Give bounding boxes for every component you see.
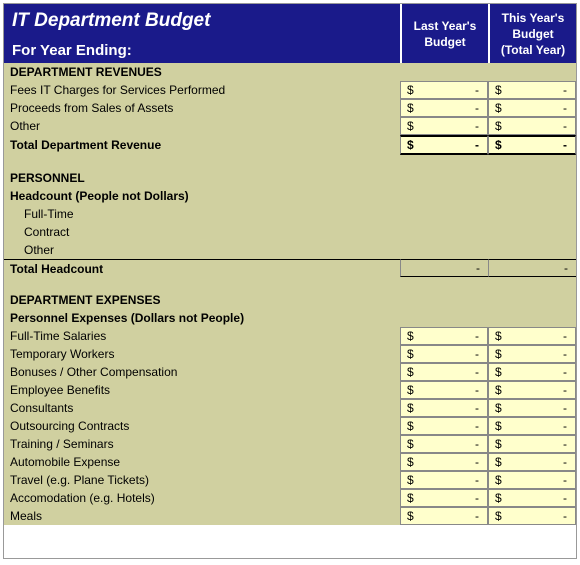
- expense-item-0-label: Full-Time Salaries: [4, 327, 400, 345]
- expense-item-4-row: Consultants$-$-: [4, 399, 576, 417]
- row-expenses-subheading: Personnel Expenses (Dollars not People): [4, 309, 576, 327]
- expense-item-2-c1[interactable]: $-: [400, 363, 488, 381]
- revenue-item-2-label: Other: [4, 117, 400, 135]
- col-head-this-year: This Year's Budget (Total Year): [488, 4, 576, 63]
- expense-item-0-c1[interactable]: $-: [400, 327, 488, 345]
- col2-line2: Budget: [494, 27, 572, 41]
- section-heading-revenues: DEPARTMENT REVENUES: [4, 63, 576, 81]
- expense-item-3-c1[interactable]: $-: [400, 381, 488, 399]
- expense-item-4-c2[interactable]: $-: [488, 399, 576, 417]
- total-headcount-c1[interactable]: -: [400, 259, 488, 277]
- expense-item-8-label: Travel (e.g. Plane Tickets): [4, 471, 400, 489]
- row-total-revenue: Total Department Revenue $- $-: [4, 135, 576, 155]
- col1-line1: Last Year's: [406, 19, 484, 33]
- expense-item-7-c2[interactable]: $-: [488, 453, 576, 471]
- revenue-item-0-c1[interactable]: $-: [400, 81, 488, 99]
- personnel-subheading: Headcount (People not Dollars): [4, 187, 400, 205]
- expense-item-3-label: Employee Benefits: [4, 381, 400, 399]
- expense-item-6-label: Training / Seminars: [4, 435, 400, 453]
- revenue-item-0-label: Fees IT Charges for Services Performed: [4, 81, 400, 99]
- expense-item-10-row: Meals$-$-: [4, 507, 576, 525]
- section-heading-expenses: DEPARTMENT EXPENSES: [4, 291, 576, 309]
- expense-item-1-label: Temporary Workers: [4, 345, 400, 363]
- personnel-item-2-row: Other: [4, 241, 576, 259]
- revenue-item-2-row: Other$-$-: [4, 117, 576, 135]
- revenue-item-1-label: Proceeds from Sales of Assets: [4, 99, 400, 117]
- header-columns: Last Year's Budget This Year's Budget (T…: [400, 4, 576, 63]
- header-left: IT Department Budget For Year Ending:: [4, 4, 400, 63]
- total-headcount-c2[interactable]: -: [488, 259, 576, 277]
- expense-item-1-c2[interactable]: $-: [488, 345, 576, 363]
- expense-item-0-c2[interactable]: $-: [488, 327, 576, 345]
- revenue-item-1-c2[interactable]: $-: [488, 99, 576, 117]
- expense-item-5-c2[interactable]: $-: [488, 417, 576, 435]
- expense-item-1-row: Temporary Workers$-$-: [4, 345, 576, 363]
- personnel-item-1-row: Contract: [4, 223, 576, 241]
- revenue-item-1-row: Proceeds from Sales of Assets$-$-: [4, 99, 576, 117]
- body-area: DEPARTMENT REVENUES Fees IT Charges for …: [4, 63, 576, 525]
- personnel-item-0-row: Full-Time: [4, 205, 576, 223]
- expense-item-2-row: Bonuses / Other Compensation$-$-: [4, 363, 576, 381]
- header-row: IT Department Budget For Year Ending: La…: [4, 4, 576, 63]
- col2-line1: This Year's: [494, 11, 572, 25]
- col2-line3: (Total Year): [494, 43, 572, 57]
- total-headcount-label: Total Headcount: [4, 259, 400, 277]
- expenses-subheading: Personnel Expenses (Dollars not People): [4, 309, 400, 327]
- expense-item-6-c1[interactable]: $-: [400, 435, 488, 453]
- expense-item-10-label: Meals: [4, 507, 400, 525]
- row-total-headcount: Total Headcount - -: [4, 259, 576, 277]
- budget-sheet: IT Department Budget For Year Ending: La…: [3, 3, 577, 559]
- expense-item-3-c2[interactable]: $-: [488, 381, 576, 399]
- col-head-last-year: Last Year's Budget: [400, 4, 488, 63]
- expense-item-4-c1[interactable]: $-: [400, 399, 488, 417]
- expense-item-7-c1[interactable]: $-: [400, 453, 488, 471]
- revenue-item-1-c1[interactable]: $-: [400, 99, 488, 117]
- expense-item-0-row: Full-Time Salaries$-$-: [4, 327, 576, 345]
- total-revenue-c2[interactable]: $-: [488, 135, 576, 155]
- revenue-item-2-c1[interactable]: $-: [400, 117, 488, 135]
- expense-item-8-row: Travel (e.g. Plane Tickets)$-$-: [4, 471, 576, 489]
- expense-item-6-row: Training / Seminars$-$-: [4, 435, 576, 453]
- expense-item-1-c1[interactable]: $-: [400, 345, 488, 363]
- expense-item-9-c1[interactable]: $-: [400, 489, 488, 507]
- expense-item-7-row: Automobile Expense$-$-: [4, 453, 576, 471]
- expense-item-9-row: Accomodation (e.g. Hotels)$-$-: [4, 489, 576, 507]
- revenues-heading: DEPARTMENT REVENUES: [4, 63, 400, 81]
- expense-item-2-label: Bonuses / Other Compensation: [4, 363, 400, 381]
- expense-item-6-c2[interactable]: $-: [488, 435, 576, 453]
- personnel-item-0-label: Full-Time: [4, 205, 400, 223]
- expense-item-3-row: Employee Benefits$-$-: [4, 381, 576, 399]
- expense-item-9-c2[interactable]: $-: [488, 489, 576, 507]
- revenue-item-0-c2[interactable]: $-: [488, 81, 576, 99]
- personnel-heading: PERSONNEL: [4, 169, 400, 187]
- expense-item-9-label: Accomodation (e.g. Hotels): [4, 489, 400, 507]
- page-subtitle: For Year Ending:: [12, 42, 392, 61]
- expense-item-5-c1[interactable]: $-: [400, 417, 488, 435]
- col1-line2: Budget: [406, 35, 484, 49]
- expense-item-4-label: Consultants: [4, 399, 400, 417]
- section-heading-personnel: PERSONNEL: [4, 169, 576, 187]
- total-revenue-label: Total Department Revenue: [4, 135, 400, 155]
- total-revenue-c1[interactable]: $-: [400, 135, 488, 155]
- expenses-heading: DEPARTMENT EXPENSES: [4, 291, 400, 309]
- expense-item-8-c2[interactable]: $-: [488, 471, 576, 489]
- expense-item-5-label: Outsourcing Contracts: [4, 417, 400, 435]
- personnel-item-2-label: Other: [4, 241, 400, 259]
- expense-item-2-c2[interactable]: $-: [488, 363, 576, 381]
- revenue-item-0-row: Fees IT Charges for Services Performed$-…: [4, 81, 576, 99]
- expense-item-5-row: Outsourcing Contracts$-$-: [4, 417, 576, 435]
- revenue-item-2-c2[interactable]: $-: [488, 117, 576, 135]
- page-title: IT Department Budget: [12, 10, 392, 32]
- expense-item-7-label: Automobile Expense: [4, 453, 400, 471]
- expense-item-10-c1[interactable]: $-: [400, 507, 488, 525]
- expense-item-10-c2[interactable]: $-: [488, 507, 576, 525]
- expense-item-8-c1[interactable]: $-: [400, 471, 488, 489]
- row-personnel-subheading: Headcount (People not Dollars): [4, 187, 576, 205]
- personnel-item-1-label: Contract: [4, 223, 400, 241]
